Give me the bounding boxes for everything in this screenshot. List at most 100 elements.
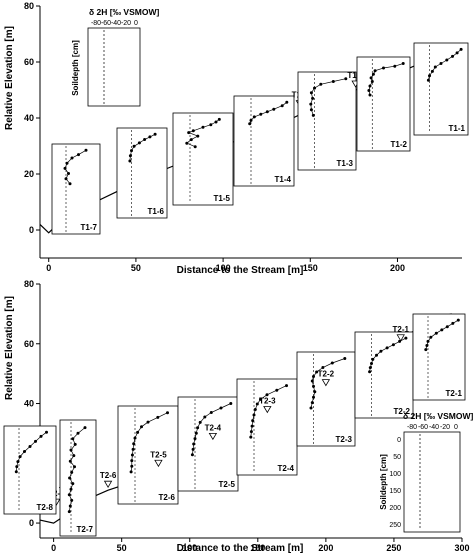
profile-point bbox=[280, 104, 284, 108]
profile-point bbox=[312, 384, 315, 388]
profile-point bbox=[309, 406, 313, 410]
profile-point bbox=[185, 141, 189, 145]
profile-box-label: T2-8 bbox=[37, 503, 54, 512]
profile-point bbox=[370, 362, 373, 365]
profile-box bbox=[3, 425, 57, 515]
x-tick-label: 50 bbox=[131, 263, 141, 273]
profile-point bbox=[136, 430, 140, 434]
profile-box bbox=[51, 143, 101, 235]
transect-1-x-axis-label: Distance to the Stream [m] bbox=[177, 265, 304, 276]
profile-point bbox=[253, 408, 257, 411]
isotope-scale-key-bottom: δ 2H [‰ VSMOW] -80 -60 -40 -20 0 0 50 100 150 20… bbox=[379, 411, 473, 533]
profile-point bbox=[385, 346, 389, 350]
profile-point bbox=[68, 504, 72, 508]
profile-point bbox=[451, 54, 454, 58]
profile-box-label: T1-6 bbox=[148, 207, 165, 216]
profile-point bbox=[45, 430, 48, 434]
profile-box bbox=[177, 396, 239, 492]
profile-point bbox=[23, 450, 26, 453]
y-tick-label: 80 bbox=[24, 279, 34, 289]
profile-point bbox=[330, 361, 334, 365]
site-label: T2-4 bbox=[205, 423, 222, 432]
transect-1-y-axis-label: Relative Elevation [m] bbox=[4, 26, 15, 130]
profile-point bbox=[440, 328, 444, 332]
profile-point bbox=[198, 420, 202, 424]
profile-box bbox=[356, 56, 411, 152]
profile-point bbox=[193, 437, 197, 441]
profile-point bbox=[312, 375, 315, 378]
profile-point bbox=[34, 439, 37, 443]
profile-point bbox=[16, 460, 20, 464]
profile-point bbox=[321, 366, 325, 369]
site-marker-icon bbox=[208, 432, 218, 441]
isotope-scale-tick-label: -20 bbox=[440, 424, 450, 431]
isotope-scale-key-top: δ 2H [‰ VSMOW] -80 -60 -40 -20 0 Soildepth [… bbox=[71, 7, 159, 107]
profile-point bbox=[368, 93, 372, 97]
profile-point bbox=[77, 153, 80, 157]
profile-point bbox=[70, 470, 74, 474]
y-tick-label: 60 bbox=[24, 339, 34, 349]
isotope-scale-key-depth-ticks: 0 50 100 150 200 250 bbox=[389, 437, 401, 529]
profile-point bbox=[249, 435, 253, 439]
profile-point bbox=[69, 448, 73, 452]
profile-point bbox=[83, 426, 87, 430]
profile-point bbox=[343, 357, 347, 360]
profile-point bbox=[393, 64, 397, 68]
profile-point bbox=[275, 388, 279, 392]
profile-line bbox=[368, 63, 404, 96]
profile-point bbox=[72, 454, 76, 458]
x-tick-label: 0 bbox=[51, 543, 56, 553]
profile-point bbox=[131, 447, 135, 451]
profile-point bbox=[209, 411, 213, 414]
y-tick-label: 0 bbox=[29, 518, 34, 528]
profile-point bbox=[15, 465, 19, 469]
y-tick-label: 80 bbox=[24, 1, 34, 11]
profile-point bbox=[255, 402, 259, 406]
profile-point bbox=[429, 335, 433, 339]
isotope-scale-tick-label: 0 bbox=[134, 20, 138, 27]
isotope-scale-tick-label: -60 bbox=[101, 20, 111, 27]
profile-point bbox=[379, 349, 383, 353]
profile-box-label: T2-4 bbox=[278, 464, 295, 473]
profile-point bbox=[309, 102, 313, 106]
transect-1-axes: 0 50 100 150 200 0 20 40 60 80 bbox=[24, 1, 462, 273]
profile-point bbox=[370, 80, 374, 83]
profile-box-label: T1-1 bbox=[449, 124, 466, 133]
isotope-scale-key-ticks: -80 -60 -40 -20 0 bbox=[407, 424, 458, 431]
profile-box bbox=[354, 331, 414, 419]
isotope-scale-depth-tick-label: 150 bbox=[389, 488, 401, 495]
profile-point bbox=[146, 420, 150, 424]
isotope-scale-key-ticks: -80 -60 -40 -20 0 bbox=[91, 20, 138, 27]
profile-point bbox=[129, 470, 133, 474]
isotope-scale-tick-label: 0 bbox=[454, 424, 458, 431]
profile-point bbox=[219, 406, 223, 410]
profile-box bbox=[413, 42, 469, 136]
profile-box-label: T2-1 bbox=[446, 389, 463, 398]
profile-point bbox=[272, 107, 276, 111]
profile-point bbox=[132, 442, 136, 446]
profile-point bbox=[130, 464, 134, 468]
profile-point bbox=[69, 487, 73, 491]
isotope-scale-tick-label: -40 bbox=[429, 424, 439, 431]
transect-2-sites: T2-8T2-8T2-7T2-7T2-6T2-6T2-5T2-5T2-4T2-4… bbox=[3, 313, 466, 537]
site-marker-icon bbox=[396, 334, 405, 342]
profile-point bbox=[250, 424, 254, 428]
y-tick-label: 40 bbox=[24, 113, 34, 123]
profile-point bbox=[426, 78, 430, 82]
profile-box bbox=[116, 127, 168, 219]
transect-2-y-axis-label: Relative Elevation [m] bbox=[4, 296, 15, 400]
profile-point bbox=[259, 397, 262, 401]
isotope-scale-tick-label: -20 bbox=[121, 20, 131, 27]
profile-point bbox=[192, 442, 196, 446]
profile-point bbox=[189, 138, 193, 142]
x-tick-label: 150 bbox=[303, 263, 318, 273]
x-tick-label: 200 bbox=[390, 263, 405, 273]
profile-point bbox=[153, 132, 157, 136]
profile-point bbox=[319, 82, 323, 86]
profile-point bbox=[439, 62, 443, 65]
profile-line bbox=[186, 119, 220, 148]
profile-point bbox=[310, 401, 314, 405]
profile-point bbox=[133, 436, 137, 440]
x-tick-label: 250 bbox=[386, 543, 401, 553]
profile-point bbox=[367, 89, 371, 92]
